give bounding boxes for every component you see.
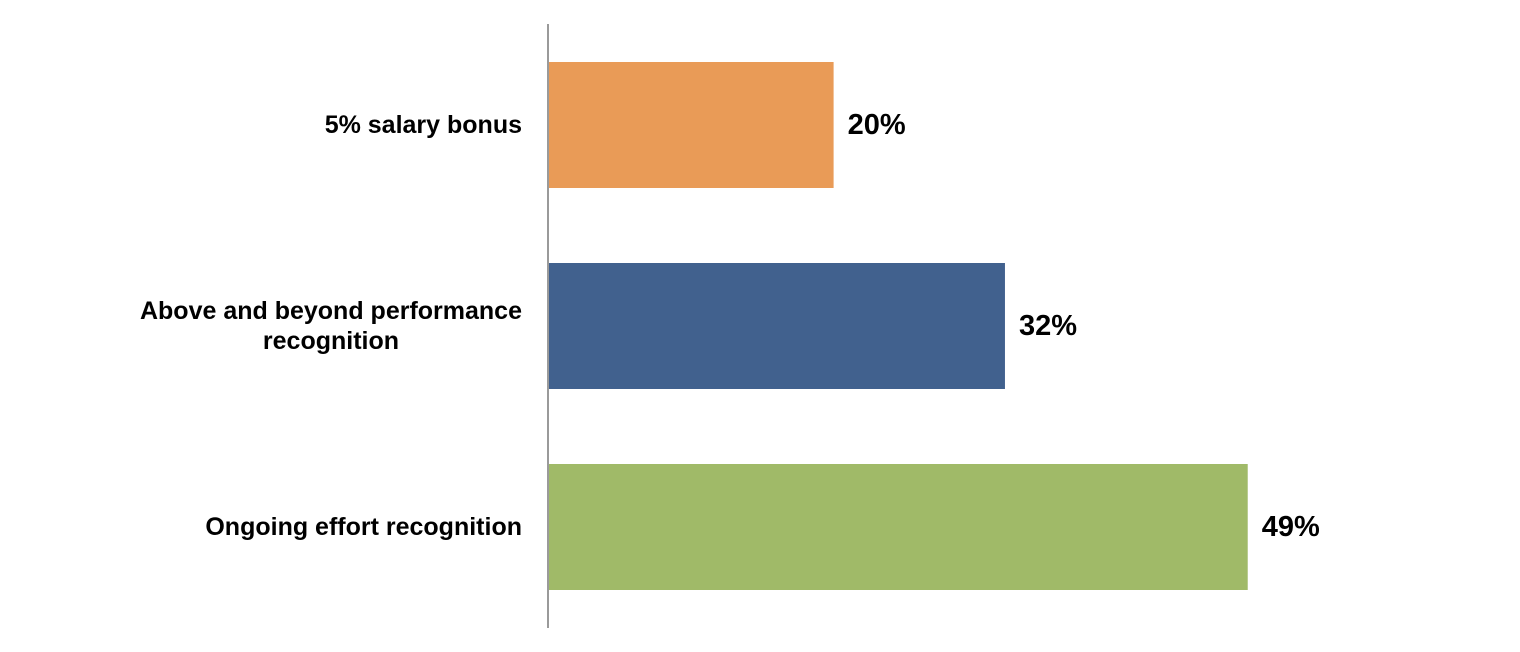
bar-1 — [548, 62, 834, 188]
category-label-2: Above and beyond performance recognition — [140, 297, 522, 355]
value-label-3: 49% — [1262, 511, 1320, 543]
bar-3 — [548, 464, 1248, 590]
value-label-2: 32% — [1019, 310, 1077, 342]
category-label-line: recognition — [263, 327, 399, 355]
category-label-3: Ongoing effort recognition — [205, 513, 522, 541]
category-label-line: Ongoing effort recognition — [205, 513, 522, 541]
bars-group — [548, 62, 1248, 590]
category-label-1: 5% salary bonus — [325, 111, 522, 139]
value-label-1: 20% — [848, 109, 906, 141]
category-labels-group: 5% salary bonus Above and beyond performa… — [140, 111, 522, 541]
bar-2 — [548, 263, 1005, 389]
category-label-line: 5% salary bonus — [325, 111, 522, 139]
category-label-line: Above and beyond performance — [140, 297, 522, 325]
value-labels-group: 20% 32% 49% — [848, 109, 1320, 543]
